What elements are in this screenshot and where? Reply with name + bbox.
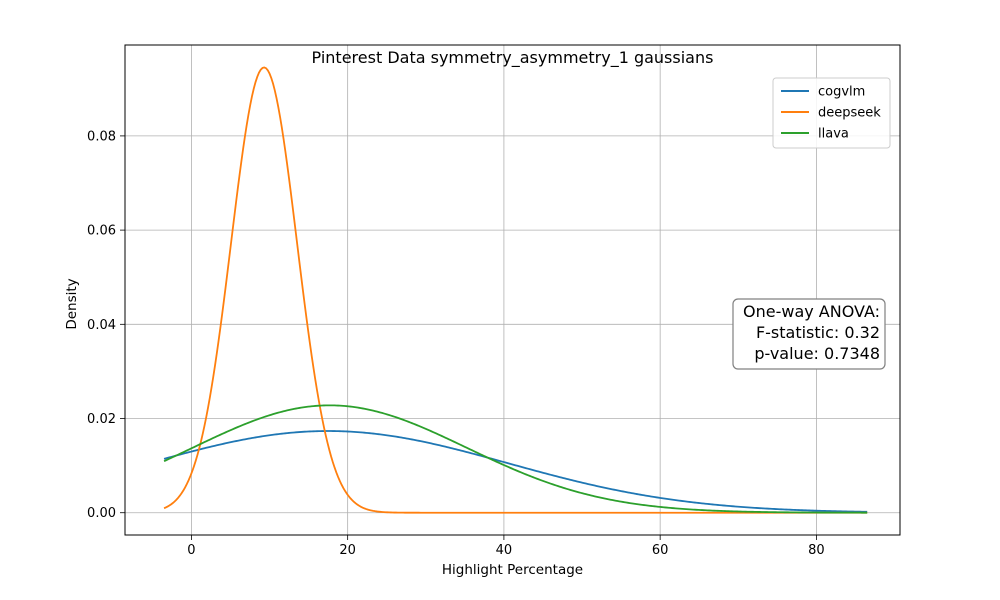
y-tick-label: 0.00: [87, 506, 116, 521]
y-tick-label: 0.08: [87, 129, 116, 144]
anova-line: p-value: 0.7348: [754, 344, 880, 363]
anova-annotation: One-way ANOVA: F-statistic: 0.32 p-value: …: [732, 298, 886, 370]
series-line-deepseek: [163, 66, 868, 514]
legend-label: llava: [818, 127, 849, 142]
anova-box-frame: [732, 298, 886, 370]
x-tick-label: 40: [496, 543, 513, 558]
series-line-cogvlm: [163, 430, 868, 513]
legend-label: deepseek: [818, 106, 881, 121]
x-tick-label: 60: [652, 543, 669, 558]
plot-frame: [124, 44, 901, 536]
chart-title: Pinterest Data symmetry_asymmetry_1 gaus…: [312, 48, 714, 68]
series-line-llava: [163, 404, 868, 514]
y-tick-label: 0.06: [87, 224, 116, 239]
y-tick-label: 0.02: [87, 412, 116, 427]
y-axis-label: Density: [64, 278, 80, 329]
axis-ticks: 0 20 40 60 80 0.00 0.02 0.04 0.06 0.08: [87, 129, 825, 558]
legend-box: [772, 77, 891, 149]
x-tick-label: 20: [339, 543, 356, 558]
x-tick-label: 0: [187, 543, 195, 558]
legend: cogvlm deepseek llava: [772, 77, 891, 149]
anova-line: One-way ANOVA:: [743, 302, 880, 321]
series-lines: [163, 66, 868, 514]
x-tick-label: 80: [808, 543, 825, 558]
legend-label: cogvlm: [818, 85, 865, 100]
anova-line: F-statistic: 0.32: [756, 323, 880, 342]
y-tick-label: 0.04: [87, 318, 116, 333]
x-axis-label: Highlight Percentage: [442, 562, 583, 578]
